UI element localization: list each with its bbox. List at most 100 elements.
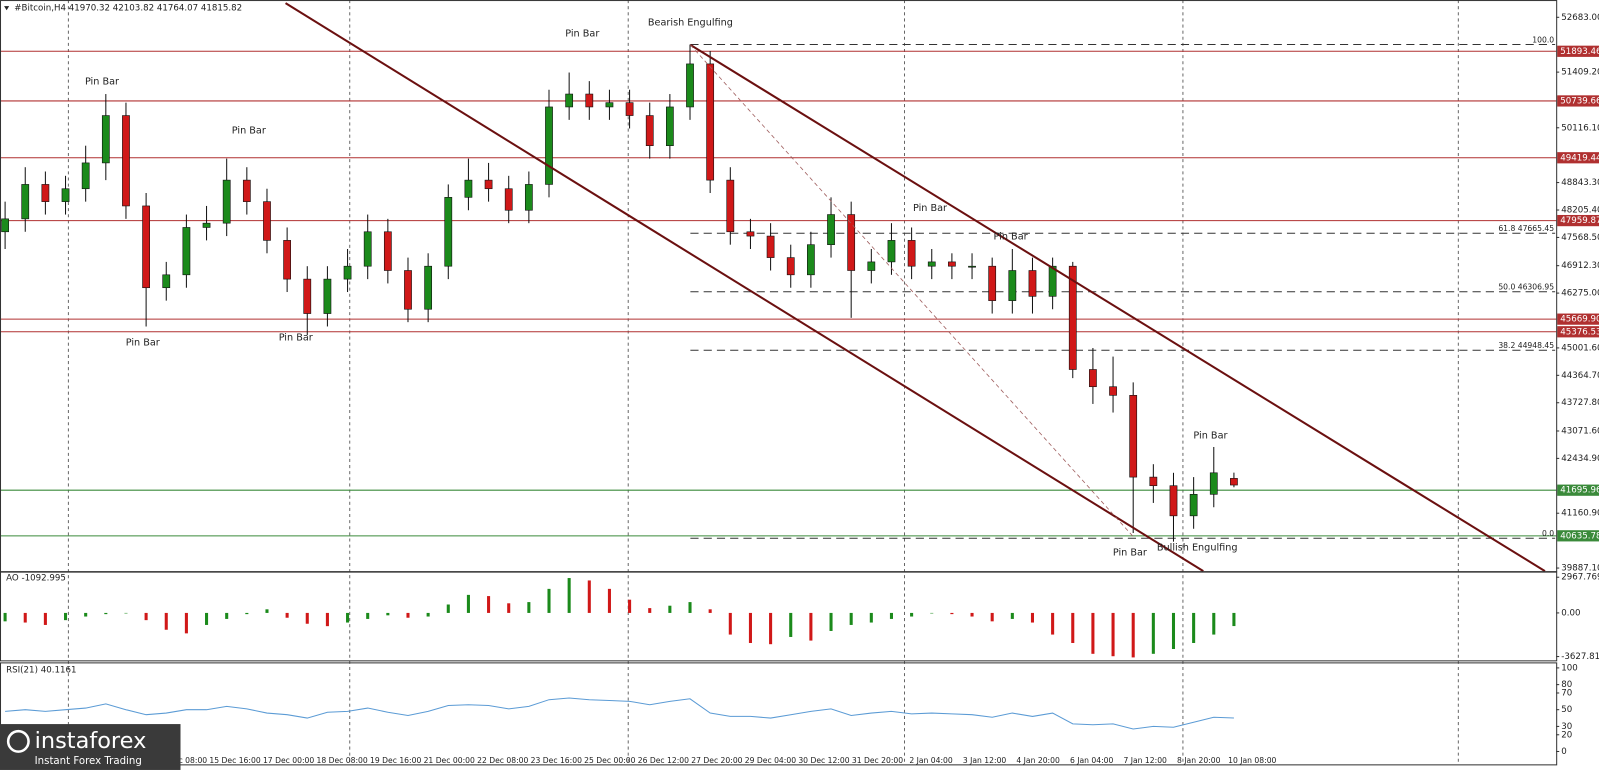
y-tick-label: 41160.90 xyxy=(1561,509,1599,519)
candle-body xyxy=(61,188,70,202)
ao-bar xyxy=(869,612,873,623)
candle-body xyxy=(726,179,735,233)
candle-body xyxy=(424,265,433,310)
annotation: Pin Bar xyxy=(279,333,313,344)
candle-body xyxy=(927,261,936,267)
x-tick-label: 6 Jan 04:00 xyxy=(1070,756,1114,765)
rsi-panel xyxy=(0,662,1558,766)
y-tick-label: 46912.30 xyxy=(1561,261,1599,271)
ao-bar xyxy=(124,612,128,614)
x-tick-label: 23 Dec 16:00 xyxy=(531,756,582,765)
ao-bar xyxy=(305,612,309,624)
ao-bar xyxy=(587,580,591,613)
ao-bar xyxy=(789,612,793,637)
price-tag-label: 41695.96 xyxy=(1560,486,1599,496)
ao-bar xyxy=(930,612,934,614)
annotation: Pin Bar xyxy=(994,232,1028,243)
ao-bar xyxy=(769,612,773,645)
candle-body xyxy=(867,261,876,271)
price-tag xyxy=(1557,484,1599,496)
ao-bar xyxy=(84,612,88,617)
ao-title: AO -1092.995 xyxy=(6,574,66,584)
ao-bar xyxy=(446,604,450,613)
ao-bar xyxy=(990,612,994,622)
ao-bar xyxy=(406,612,410,618)
annotation: Bullish Engulfing xyxy=(1157,543,1238,554)
annotation: Pin Bar xyxy=(913,203,947,214)
candle-body xyxy=(343,265,352,280)
x-tick-label: 18 Dec 08:00 xyxy=(316,756,367,765)
ao-bar xyxy=(386,612,390,616)
ao-bar xyxy=(1151,612,1155,654)
annotation: Pin Bar xyxy=(1113,548,1147,559)
y-tick-label: 50116.10 xyxy=(1561,123,1599,133)
y-tick-label: 46275.00 xyxy=(1561,289,1599,299)
ao-bar xyxy=(507,603,511,613)
fib-label: 61.8 47665.45 xyxy=(1498,224,1554,233)
y-tick-label: 2967.769 xyxy=(1561,573,1599,583)
y-tick-label: 43727.80 xyxy=(1561,398,1599,408)
candle-body xyxy=(1068,265,1077,370)
candle-body xyxy=(565,93,574,108)
ao-bar xyxy=(1071,612,1075,643)
logo-icon xyxy=(6,729,30,753)
fib-diagonal xyxy=(690,44,1135,538)
candle-body xyxy=(1230,478,1238,486)
candle-body xyxy=(1008,270,1017,301)
ao-bar xyxy=(1192,612,1196,643)
channel-upper xyxy=(689,44,1546,572)
candle-body xyxy=(263,201,271,241)
candle-body xyxy=(122,115,130,207)
y-tick-label: 30 xyxy=(1561,722,1572,732)
ao-bar xyxy=(104,612,108,615)
candles xyxy=(1,44,1238,542)
x-tick-label: 10 Jan 08:00 xyxy=(1228,756,1276,765)
ao-bar xyxy=(950,612,954,615)
candle-body xyxy=(41,184,50,202)
candle-body xyxy=(847,214,856,271)
ao-bar xyxy=(728,612,732,635)
candle-body xyxy=(807,244,815,276)
ao-bar xyxy=(648,608,652,613)
ao-bar xyxy=(889,612,893,619)
x-tick-label: 25 Dec 00:00 xyxy=(584,756,635,765)
annotation: Pin Bar xyxy=(85,77,119,88)
logo-box xyxy=(0,724,181,770)
ao-bar xyxy=(265,609,269,613)
annotation: Pin Bar xyxy=(126,338,160,349)
ao-bar xyxy=(466,594,470,613)
y-tick-label: 70 xyxy=(1561,688,1572,698)
ao-bar xyxy=(1051,612,1055,635)
candle-body xyxy=(625,102,634,116)
ao-bar xyxy=(245,612,249,615)
candle-body xyxy=(766,235,775,258)
y-tick-label: 100 xyxy=(1561,663,1578,673)
ao-bar xyxy=(1111,612,1115,657)
price-tag xyxy=(1557,530,1599,542)
x-tick-label: 3 Jan 12:00 xyxy=(963,756,1007,765)
menu-arrow xyxy=(4,6,10,11)
x-tick-label: 15 Dec 16:00 xyxy=(209,756,260,765)
ao-bar xyxy=(346,612,350,623)
candle-body xyxy=(404,270,412,310)
ao-bar xyxy=(487,596,491,613)
logo: instaforex Instant Forex Trading xyxy=(0,724,181,770)
candle-body xyxy=(242,179,251,202)
x-tick-label: 4 Jan 20:00 xyxy=(1016,756,1060,765)
price-tag xyxy=(1557,214,1599,227)
ao-bar xyxy=(809,612,813,641)
ao-bar xyxy=(285,612,289,618)
candle-body xyxy=(585,93,594,108)
ao-bar xyxy=(164,612,168,630)
ao-bar xyxy=(628,599,632,613)
y-tick-label: 43071.60 xyxy=(1561,426,1599,436)
candle-body xyxy=(907,240,916,267)
candle-body xyxy=(686,63,694,108)
candle-body xyxy=(202,222,211,228)
ao-bar xyxy=(547,588,551,613)
y-tick-label: 39887.10 xyxy=(1561,564,1599,574)
y-tick-label: 48205.40 xyxy=(1561,206,1599,216)
candle-body xyxy=(948,261,956,267)
